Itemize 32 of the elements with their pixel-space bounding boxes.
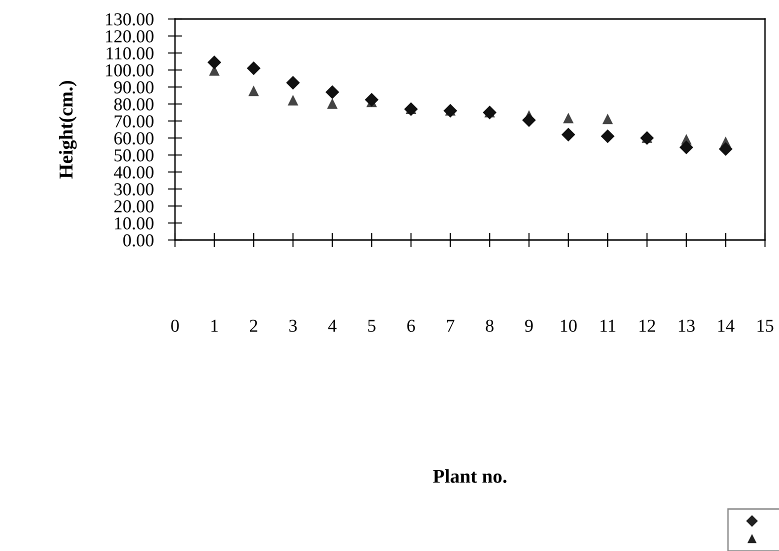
x-tick-label: 8 [486, 320, 494, 332]
text: Plant no. [433, 469, 506, 483]
x-tick-label: 14 [718, 320, 734, 332]
x-tick-label: 10 [560, 320, 577, 332]
y-tick-label: 50.00 [114, 149, 154, 162]
y-tick-label: 20.00 [114, 200, 154, 213]
x-tick-label: 13 [678, 320, 695, 332]
y-tick-label: 90.00 [114, 81, 154, 94]
y-tick-label: 0.00 [123, 234, 154, 247]
x-tick-label: 3 [289, 320, 297, 332]
x-tick-label: 4 [328, 320, 337, 332]
x-tick-label: 7 [447, 320, 454, 332]
y-tick-label: 80.00 [114, 98, 154, 111]
x-tick-label: 9 [525, 320, 533, 332]
y-tick-label: 110.00 [106, 47, 154, 60]
x-tick-label: 6 [407, 320, 415, 332]
y-tick-label: 60.00 [114, 132, 154, 145]
x-tick-label: 1 [211, 320, 218, 332]
x-tick-label: 15 [758, 320, 774, 332]
y-tick-label: 30.00 [114, 183, 154, 196]
x-tick-label: 12 [640, 320, 656, 332]
y-tick-label: 10.00 [115, 217, 154, 230]
y-tick-label: 120.00 [106, 30, 154, 43]
y-axis-title: Height(cm.) [58, 80, 77, 179]
x-tick-label: 11 [600, 320, 616, 332]
y-tick-label: 70.00 [114, 115, 154, 128]
y-tick-label: 130.00 [106, 13, 154, 26]
x-tick-label: 2 [250, 320, 258, 332]
y-tick-label: 100.00 [106, 64, 154, 77]
x-tick-label: 0 [171, 320, 179, 332]
y-tick-label: 40.00 [114, 166, 154, 179]
x-tick-label: 5 [368, 320, 376, 332]
